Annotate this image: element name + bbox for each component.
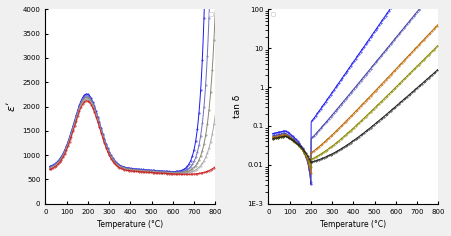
Y-axis label: εʹ: εʹ	[7, 102, 17, 111]
X-axis label: Temperature (°C): Temperature (°C)	[97, 220, 163, 229]
Legend: 	[208, 12, 212, 16]
Y-axis label: tan δ: tan δ	[233, 95, 242, 118]
Legend: 	[270, 12, 274, 16]
X-axis label: Temperature (°C): Temperature (°C)	[320, 220, 386, 229]
